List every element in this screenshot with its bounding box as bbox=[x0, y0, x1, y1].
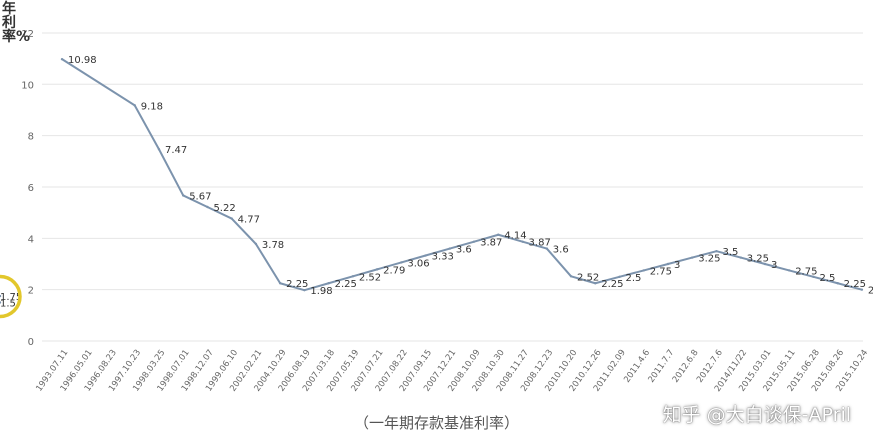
data-point bbox=[860, 288, 864, 291]
chart-caption: （一年期存款基准利率） bbox=[353, 414, 519, 432]
data-label: 4.14 bbox=[504, 231, 526, 242]
data-point bbox=[788, 269, 791, 272]
data-label: 2.52 bbox=[359, 272, 381, 283]
data-point bbox=[424, 254, 427, 257]
watermark-text: 知乎 @大白谈保-APril bbox=[662, 404, 851, 426]
series-line bbox=[61, 58, 863, 292]
y-tick-label: 6 bbox=[28, 183, 34, 194]
y-tick-labels: 0 2 4 6 8 10 12 bbox=[21, 29, 34, 348]
data-label: 3.87 bbox=[529, 238, 551, 249]
y-tick-label: 4 bbox=[28, 234, 34, 245]
data-label: 2.79 bbox=[383, 265, 405, 276]
y-tick-label: 10 bbox=[21, 80, 34, 91]
data-label: 10.98 bbox=[68, 55, 97, 66]
y-tick-label: 8 bbox=[28, 132, 34, 143]
data-label: 3.78 bbox=[262, 240, 284, 251]
data-point bbox=[715, 249, 718, 253]
data-point bbox=[60, 57, 64, 61]
data-point bbox=[230, 217, 233, 220]
data-point bbox=[133, 104, 136, 107]
data-label: 2.25 bbox=[286, 279, 308, 290]
data-point bbox=[545, 247, 548, 250]
data-label: 3.6 bbox=[553, 245, 569, 256]
data-label: 3.87 bbox=[480, 238, 502, 249]
data-point bbox=[351, 275, 355, 278]
highlight-circle-group bbox=[0, 274, 22, 319]
data-label: 1.98 bbox=[310, 286, 332, 297]
data-point bbox=[303, 288, 306, 292]
data-label: 3.33 bbox=[432, 252, 454, 263]
data-label: 2.75 bbox=[795, 266, 817, 277]
highlight-circle bbox=[0, 274, 22, 319]
y-tick-label: 2 bbox=[28, 286, 34, 297]
data-point bbox=[642, 269, 645, 272]
data-point bbox=[182, 194, 185, 197]
data-label: 2.52 bbox=[577, 272, 599, 283]
data-point bbox=[521, 240, 524, 243]
data-point bbox=[0, 301, 2, 304]
data-point bbox=[157, 148, 161, 151]
data-point bbox=[691, 256, 694, 259]
data-point bbox=[497, 233, 500, 236]
data-point bbox=[278, 282, 282, 285]
y-axis-label: 年利率% bbox=[2, 1, 31, 45]
data-point bbox=[594, 282, 597, 285]
data-point bbox=[666, 262, 670, 266]
data-point bbox=[763, 262, 767, 266]
data-label: 5.67 bbox=[189, 191, 211, 202]
data-label: 1.75 bbox=[0, 292, 22, 303]
data-point bbox=[254, 242, 258, 246]
data-point bbox=[836, 282, 839, 285]
data-label: 2.5 bbox=[819, 273, 835, 284]
data-label: 3.6 bbox=[456, 245, 472, 256]
data-point bbox=[327, 282, 330, 285]
data-label: 2.25 bbox=[844, 279, 866, 290]
x-tick-labels: 1993.07.111996.05.011996.08.231997.10.23… bbox=[34, 348, 870, 394]
rate-series bbox=[0, 57, 864, 304]
data-label: 3.25 bbox=[747, 254, 769, 265]
data-label: 5.22 bbox=[213, 203, 235, 214]
data-point bbox=[812, 275, 815, 279]
data-label: 2.25 bbox=[335, 279, 357, 290]
data-point bbox=[400, 261, 403, 264]
data-point bbox=[618, 275, 621, 279]
data-label: 9.18 bbox=[141, 101, 163, 112]
data-point bbox=[206, 205, 209, 209]
data-label: 3.5 bbox=[722, 247, 738, 258]
y-tick-label: 0 bbox=[28, 337, 34, 348]
data-label: 2 bbox=[868, 286, 873, 297]
data-point bbox=[472, 240, 476, 243]
data-label: 3 bbox=[674, 260, 680, 271]
data-point bbox=[375, 268, 379, 271]
data-point bbox=[739, 256, 742, 259]
data-point bbox=[0, 294, 2, 298]
data-label: 3 bbox=[771, 260, 777, 271]
data-label: 2.5 bbox=[626, 273, 642, 284]
data-label: 4.77 bbox=[238, 215, 260, 226]
data-point bbox=[448, 247, 452, 250]
data-labels: 10.989.187.475.675.224.773.782.251.982.2… bbox=[0, 55, 873, 309]
gridlines bbox=[42, 32, 863, 342]
data-label: 3.25 bbox=[698, 254, 720, 265]
data-label: 1.5 bbox=[0, 298, 16, 309]
data-label: 3.06 bbox=[407, 258, 429, 269]
data-label: 2.75 bbox=[650, 266, 672, 277]
data-point bbox=[569, 275, 573, 278]
data-label: 7.47 bbox=[165, 145, 187, 156]
data-label: 2.25 bbox=[601, 279, 623, 290]
y-tick-label: 12 bbox=[21, 29, 34, 40]
